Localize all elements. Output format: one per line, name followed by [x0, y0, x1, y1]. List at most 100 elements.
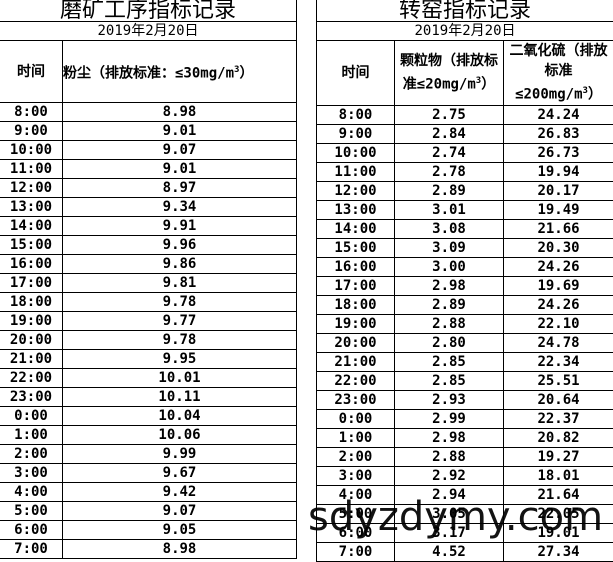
- particulate-cell: 2.99: [395, 409, 504, 428]
- dust-cell: 9.07: [63, 141, 297, 160]
- so2-cell: 25.51: [504, 371, 613, 390]
- time-cell: 2:00: [0, 445, 63, 464]
- particulate-cell: 2.75: [395, 105, 504, 124]
- particulate-cell: 3.00: [395, 257, 504, 276]
- time-cell: 20:00: [0, 331, 63, 350]
- time-cell: 4:00: [317, 485, 395, 504]
- dust-cell: 10.04: [63, 407, 297, 426]
- so2-cell: 26.83: [504, 124, 613, 143]
- particulate-cell: 3.09: [395, 238, 504, 257]
- time-cell: 6:00: [0, 521, 63, 540]
- time-cell: 21:00: [0, 350, 63, 369]
- dust-cell: 9.34: [63, 198, 297, 217]
- particulate-cell: 2.92: [395, 466, 504, 485]
- time-cell: 9:00: [317, 124, 395, 143]
- dust-cell: 9.99: [63, 445, 297, 464]
- so2-cell: 19.94: [504, 162, 613, 181]
- so2-cell: 20.17: [504, 181, 613, 200]
- particulate-cell: 2.89: [395, 295, 504, 314]
- time-cell: 23:00: [317, 390, 395, 409]
- time-cell: 18:00: [0, 293, 63, 312]
- time-cell: 20:00: [317, 333, 395, 352]
- so2-cell: 24.78: [504, 333, 613, 352]
- time-cell: 12:00: [0, 179, 63, 198]
- time-cell: 22:00: [317, 371, 395, 390]
- so2-cell: 21.64: [504, 485, 613, 504]
- header-dust: 粉尘（排放标准：≤30mg/m3）: [63, 41, 297, 103]
- dust-cell: 10.06: [63, 426, 297, 445]
- time-cell: 10:00: [0, 141, 63, 160]
- time-cell: 7:00: [0, 540, 63, 559]
- time-cell: 1:00: [317, 428, 395, 447]
- time-cell: 8:00: [0, 103, 63, 122]
- time-cell: 9:00: [0, 122, 63, 141]
- dust-cell: 9.05: [63, 521, 297, 540]
- time-cell: 13:00: [317, 200, 395, 219]
- time-cell: 2:00: [317, 447, 395, 466]
- time-cell: 15:00: [317, 238, 395, 257]
- dust-cell: 9.01: [63, 122, 297, 141]
- so2-cell: 20.82: [504, 428, 613, 447]
- so2-cell: 19.01: [504, 523, 613, 542]
- time-cell: 16:00: [0, 255, 63, 274]
- particulate-cell: 2.84: [395, 124, 504, 143]
- particulate-cell: 4.52: [395, 542, 504, 561]
- time-cell: 14:00: [317, 219, 395, 238]
- so2-cell: 19.27: [504, 447, 613, 466]
- so2-cell: 20.64: [504, 390, 613, 409]
- particulate-cell: 2.88: [395, 314, 504, 333]
- particulate-cell: 2.94: [395, 485, 504, 504]
- dust-cell: 9.01: [63, 160, 297, 179]
- dust-cell: 8.98: [63, 103, 297, 122]
- time-cell: 22:00: [0, 369, 63, 388]
- so2-cell: 24.26: [504, 257, 613, 276]
- time-cell: 19:00: [317, 314, 395, 333]
- time-cell: 5:00: [317, 504, 395, 523]
- time-cell: 0:00: [0, 407, 63, 426]
- time-cell: 3:00: [317, 466, 395, 485]
- particulate-cell: 2.78: [395, 162, 504, 181]
- time-cell: 5:00: [0, 502, 63, 521]
- so2-cell: 22.05: [504, 504, 613, 523]
- particulate-cell: 2.85: [395, 371, 504, 390]
- particulate-cell: 2.74: [395, 143, 504, 162]
- particulate-cell: 2.80: [395, 333, 504, 352]
- time-cell: 11:00: [0, 160, 63, 179]
- dust-cell: 9.78: [63, 293, 297, 312]
- grinding-process-table: 磨矿工序指标记录 2019年2月20日 时间 粉尘（排放标准：≤30mg/m3）…: [0, 0, 297, 559]
- particulate-cell: 3.17: [395, 523, 504, 542]
- so2-cell: 22.37: [504, 409, 613, 428]
- so2-cell: 27.34: [504, 542, 613, 561]
- dust-cell: 10.01: [63, 369, 297, 388]
